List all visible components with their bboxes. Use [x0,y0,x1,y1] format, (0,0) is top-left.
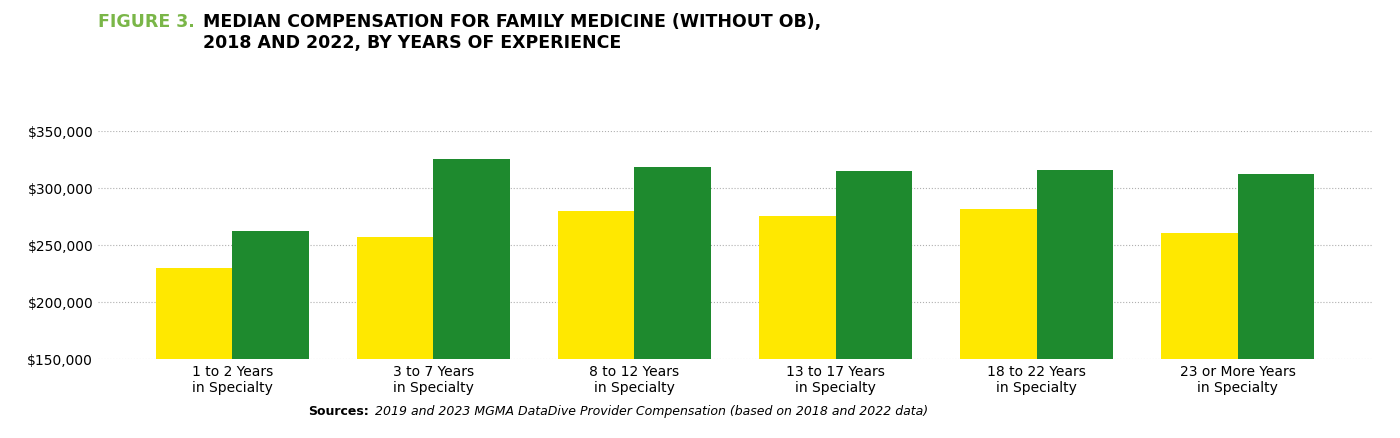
Bar [155,268,232,438]
Bar [357,237,434,438]
Text: 2019 and 2023 MGMA DataDive Provider Compensation (based on 2018 and 2022 data): 2019 and 2023 MGMA DataDive Provider Com… [371,404,928,417]
Bar [434,160,510,438]
Bar [634,168,711,438]
Text: FIGURE 3.: FIGURE 3. [98,13,195,31]
Bar [960,210,1036,438]
Bar [836,171,911,438]
Bar [1036,170,1113,438]
Bar [759,217,836,438]
Bar [232,232,309,438]
Bar [1161,234,1238,438]
Text: Sources:: Sources: [308,404,368,417]
Bar [559,211,634,438]
Text: MEDIAN COMPENSATION FOR FAMILY MEDICINE (WITHOUT OB),
2018 AND 2022, BY YEARS OF: MEDIAN COMPENSATION FOR FAMILY MEDICINE … [203,13,822,52]
Bar [1238,175,1315,438]
